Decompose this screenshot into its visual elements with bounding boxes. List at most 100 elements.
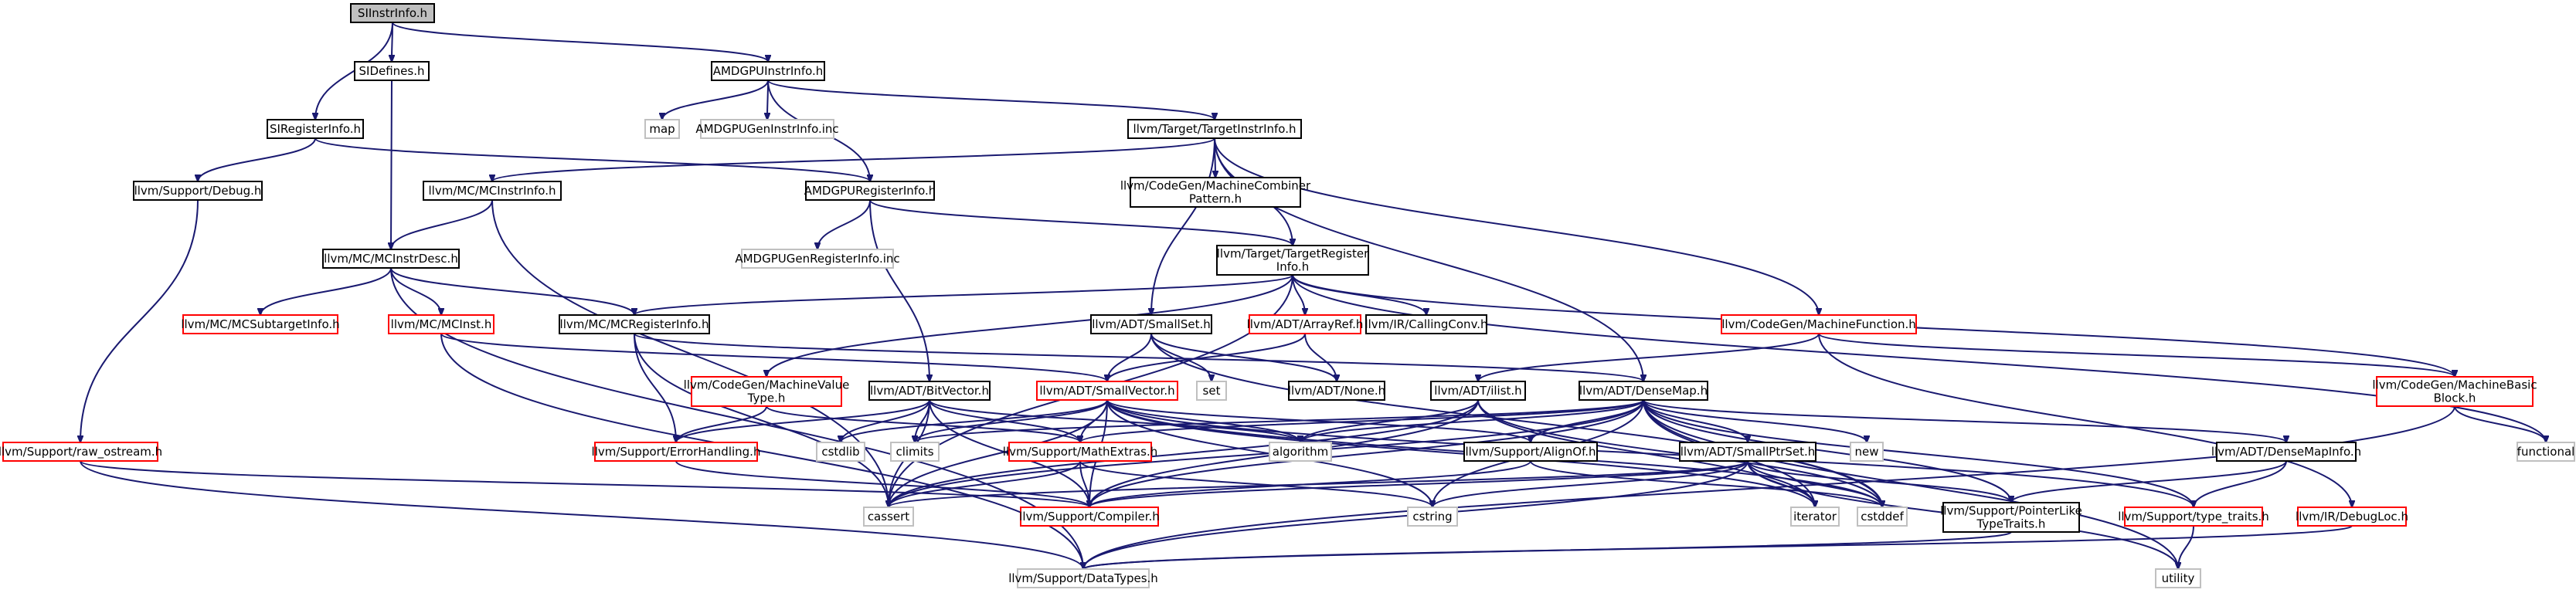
node-targetinstrinfo-h[interactable]: llvm/Target/TargetInstrInfo.h bbox=[1127, 119, 1302, 139]
node-errorhandling-h[interactable]: llvm/Support/ErrorHandling.h bbox=[592, 442, 761, 462]
node-label: llvm/ADT/None.h bbox=[1288, 384, 1385, 398]
node-label: llvm/Support/Debug.h bbox=[134, 184, 262, 198]
node-label: llvm/Support/raw_ostream.h bbox=[0, 445, 162, 459]
edge-smallvector-h-to-cstdlib bbox=[841, 399, 1108, 442]
node-densemapinfo-h[interactable]: llvm/ADT/DenseMapInfo.h bbox=[2211, 442, 2361, 462]
node-bitvector-h[interactable]: llvm/ADT/BitVector.h bbox=[868, 381, 991, 401]
node-amdgpuinstrinfo-h[interactable]: AMDGPUInstrInfo.h bbox=[711, 61, 825, 81]
node-label: SIDefines.h bbox=[359, 64, 425, 78]
edge-mcregisterinfo-h-to-cassert bbox=[634, 333, 889, 507]
node-label: llvm/Support/PointerLike bbox=[1940, 504, 2082, 518]
edge-smallptrset-h-to-cassert bbox=[889, 460, 1748, 507]
node-box bbox=[354, 61, 430, 81]
node-label: llvm/Support/DataTypes.h bbox=[1008, 571, 1158, 585]
node-label: iterator bbox=[1793, 510, 1837, 524]
node-box bbox=[1288, 381, 1385, 401]
node-box bbox=[350, 3, 435, 23]
node-mathextras-h[interactable]: llvm/Support/MathExtras.h bbox=[1003, 442, 1157, 462]
node-callingconv-h[interactable]: llvm/IR/CallingConv.h bbox=[1364, 314, 1488, 334]
node-algorithm: algorithm bbox=[1269, 442, 1332, 462]
edge-targetregisterinfo-h-to-machinevaluetype-h bbox=[766, 274, 1293, 377]
node-alignof-h[interactable]: llvm/Support/AlignOf.h bbox=[1463, 442, 1598, 462]
node-box bbox=[1679, 442, 1816, 462]
node-cstring: cstring bbox=[1407, 507, 1458, 527]
node-box bbox=[691, 376, 842, 407]
node-box bbox=[1008, 442, 1152, 462]
node-box bbox=[388, 314, 494, 334]
node-label: Pattern.h bbox=[1189, 192, 1242, 206]
node-label: climits bbox=[895, 445, 933, 459]
edge-arrayref-h-to-smallvector-h bbox=[1107, 333, 1306, 381]
edge-densemapinfo-h-to-pointerliketypetraits-h bbox=[2011, 460, 2287, 503]
node-label: map bbox=[649, 122, 675, 136]
node-box bbox=[863, 507, 914, 527]
node-smallvector-h[interactable]: llvm/ADT/SmallVector.h bbox=[1036, 381, 1178, 401]
node-label: llvm/ADT/SmallPtrSet.h bbox=[1681, 445, 1816, 459]
node-mcinstrinfo-h[interactable]: llvm/MC/MCInstrInfo.h bbox=[423, 181, 562, 201]
edge-bitvector-h-to-errorhandling-h bbox=[676, 399, 930, 442]
edge-mcinstrdesc-h-to-mcinst-h bbox=[390, 267, 441, 315]
node-type-traits-h[interactable]: llvm/Support/type_traits.h bbox=[2118, 507, 2269, 527]
node-label: cassert bbox=[868, 510, 909, 524]
node-box bbox=[1942, 502, 2080, 533]
node-debugloc-h[interactable]: llvm/IR/DebugLoc.h bbox=[2296, 507, 2408, 527]
edge-machinebasicblock-h-to-functional bbox=[2454, 405, 2546, 442]
node-label: SIInstrInfo.h bbox=[358, 6, 427, 20]
node-box bbox=[1196, 381, 1227, 401]
node-mcinst-h[interactable]: llvm/MC/MCInst.h bbox=[388, 314, 494, 334]
node-debug-h[interactable]: llvm/Support/Debug.h bbox=[133, 181, 263, 201]
node-label: set bbox=[1203, 384, 1221, 398]
node-box bbox=[182, 314, 338, 334]
edge-densemap-h-to-climits bbox=[915, 399, 1644, 442]
node-compiler-h[interactable]: llvm/Support/Compiler.h bbox=[1019, 507, 1160, 527]
node-machinefunction-h[interactable]: llvm/CodeGen/MachineFunction.h bbox=[1721, 314, 1917, 334]
edge-bitvector-h-to-cstdlib bbox=[841, 399, 930, 442]
node-cstddef: cstddef bbox=[1857, 507, 1908, 527]
edge-debug-h-to-raw-ostream-h bbox=[80, 199, 199, 442]
node-label: llvm/Support/Compiler.h bbox=[1019, 510, 1160, 524]
node-label: cstddef bbox=[1861, 510, 1904, 524]
node-box bbox=[594, 442, 758, 462]
edge-siregisterinfo-h-to-amdgpuregisterinfo-h bbox=[314, 137, 870, 181]
node-siinstrinfo-h[interactable]: SIInstrInfo.h bbox=[350, 3, 435, 23]
node-box bbox=[644, 119, 680, 139]
edge-ilist-h-to-algorithm bbox=[1300, 399, 1479, 442]
node-ilist-h[interactable]: llvm/ADT/ilist.h bbox=[1430, 381, 1526, 401]
edge-densemapinfo-h-to-type-traits-h bbox=[2194, 460, 2287, 507]
node-box bbox=[1017, 568, 1150, 588]
edge-densemap-h-to-type-traits-h bbox=[1643, 399, 2194, 507]
node-smallset-h[interactable]: llvm/ADT/SmallSet.h bbox=[1090, 314, 1212, 334]
node-box bbox=[868, 381, 991, 401]
node-mcregisterinfo-h[interactable]: llvm/MC/MCRegisterInfo.h bbox=[559, 314, 710, 334]
node-label: Block.h bbox=[2434, 391, 2476, 405]
node-box bbox=[711, 61, 825, 81]
edge-smallset-h-to-none-h bbox=[1150, 333, 1337, 381]
node-smallptrset-h[interactable]: llvm/ADT/SmallPtrSet.h bbox=[1679, 442, 1816, 462]
node-none-h[interactable]: llvm/ADT/None.h bbox=[1288, 381, 1385, 401]
node-sidefines-h[interactable]: SIDefines.h bbox=[354, 61, 430, 81]
node-siregisterinfo-h[interactable]: SIRegisterInfo.h bbox=[267, 119, 364, 139]
edge-sidefines-h-to-mcinstrdesc-h bbox=[391, 80, 392, 249]
node-functional: functional bbox=[2517, 442, 2575, 462]
node-label: utility bbox=[2162, 571, 2195, 585]
node-arrayref-h[interactable]: llvm/ADT/ArrayRef.h bbox=[1247, 314, 1364, 334]
node-box bbox=[133, 181, 263, 201]
edge-smallvector-h-to-alignof-h bbox=[1106, 399, 1531, 442]
node-mcinstrdesc-h[interactable]: llvm/MC/MCInstrDesc.h bbox=[322, 249, 460, 269]
edge-mathextras-h-to-cassert bbox=[889, 460, 1081, 507]
node-utility: utility bbox=[2155, 568, 2201, 588]
node-mcsubtargetinfo-h[interactable]: llvm/MC/MCSubtargetInfo.h bbox=[181, 314, 340, 334]
node-densemap-h[interactable]: llvm/ADT/DenseMap.h bbox=[1579, 381, 1708, 401]
node-amdgpuregisterinfo-h[interactable]: AMDGPURegisterInfo.h bbox=[804, 181, 936, 201]
node-raw-ostream-h[interactable]: llvm/Support/raw_ostream.h bbox=[0, 442, 162, 462]
edge-densemap-h-to-densemapinfo-h bbox=[1643, 399, 2286, 442]
node-label: llvm/CodeGen/MachineBasic bbox=[2372, 378, 2537, 392]
node-box bbox=[2155, 568, 2201, 588]
node-box bbox=[1365, 314, 1487, 334]
edge-raw-ostream-h-to-datatypes-h bbox=[80, 460, 1083, 569]
